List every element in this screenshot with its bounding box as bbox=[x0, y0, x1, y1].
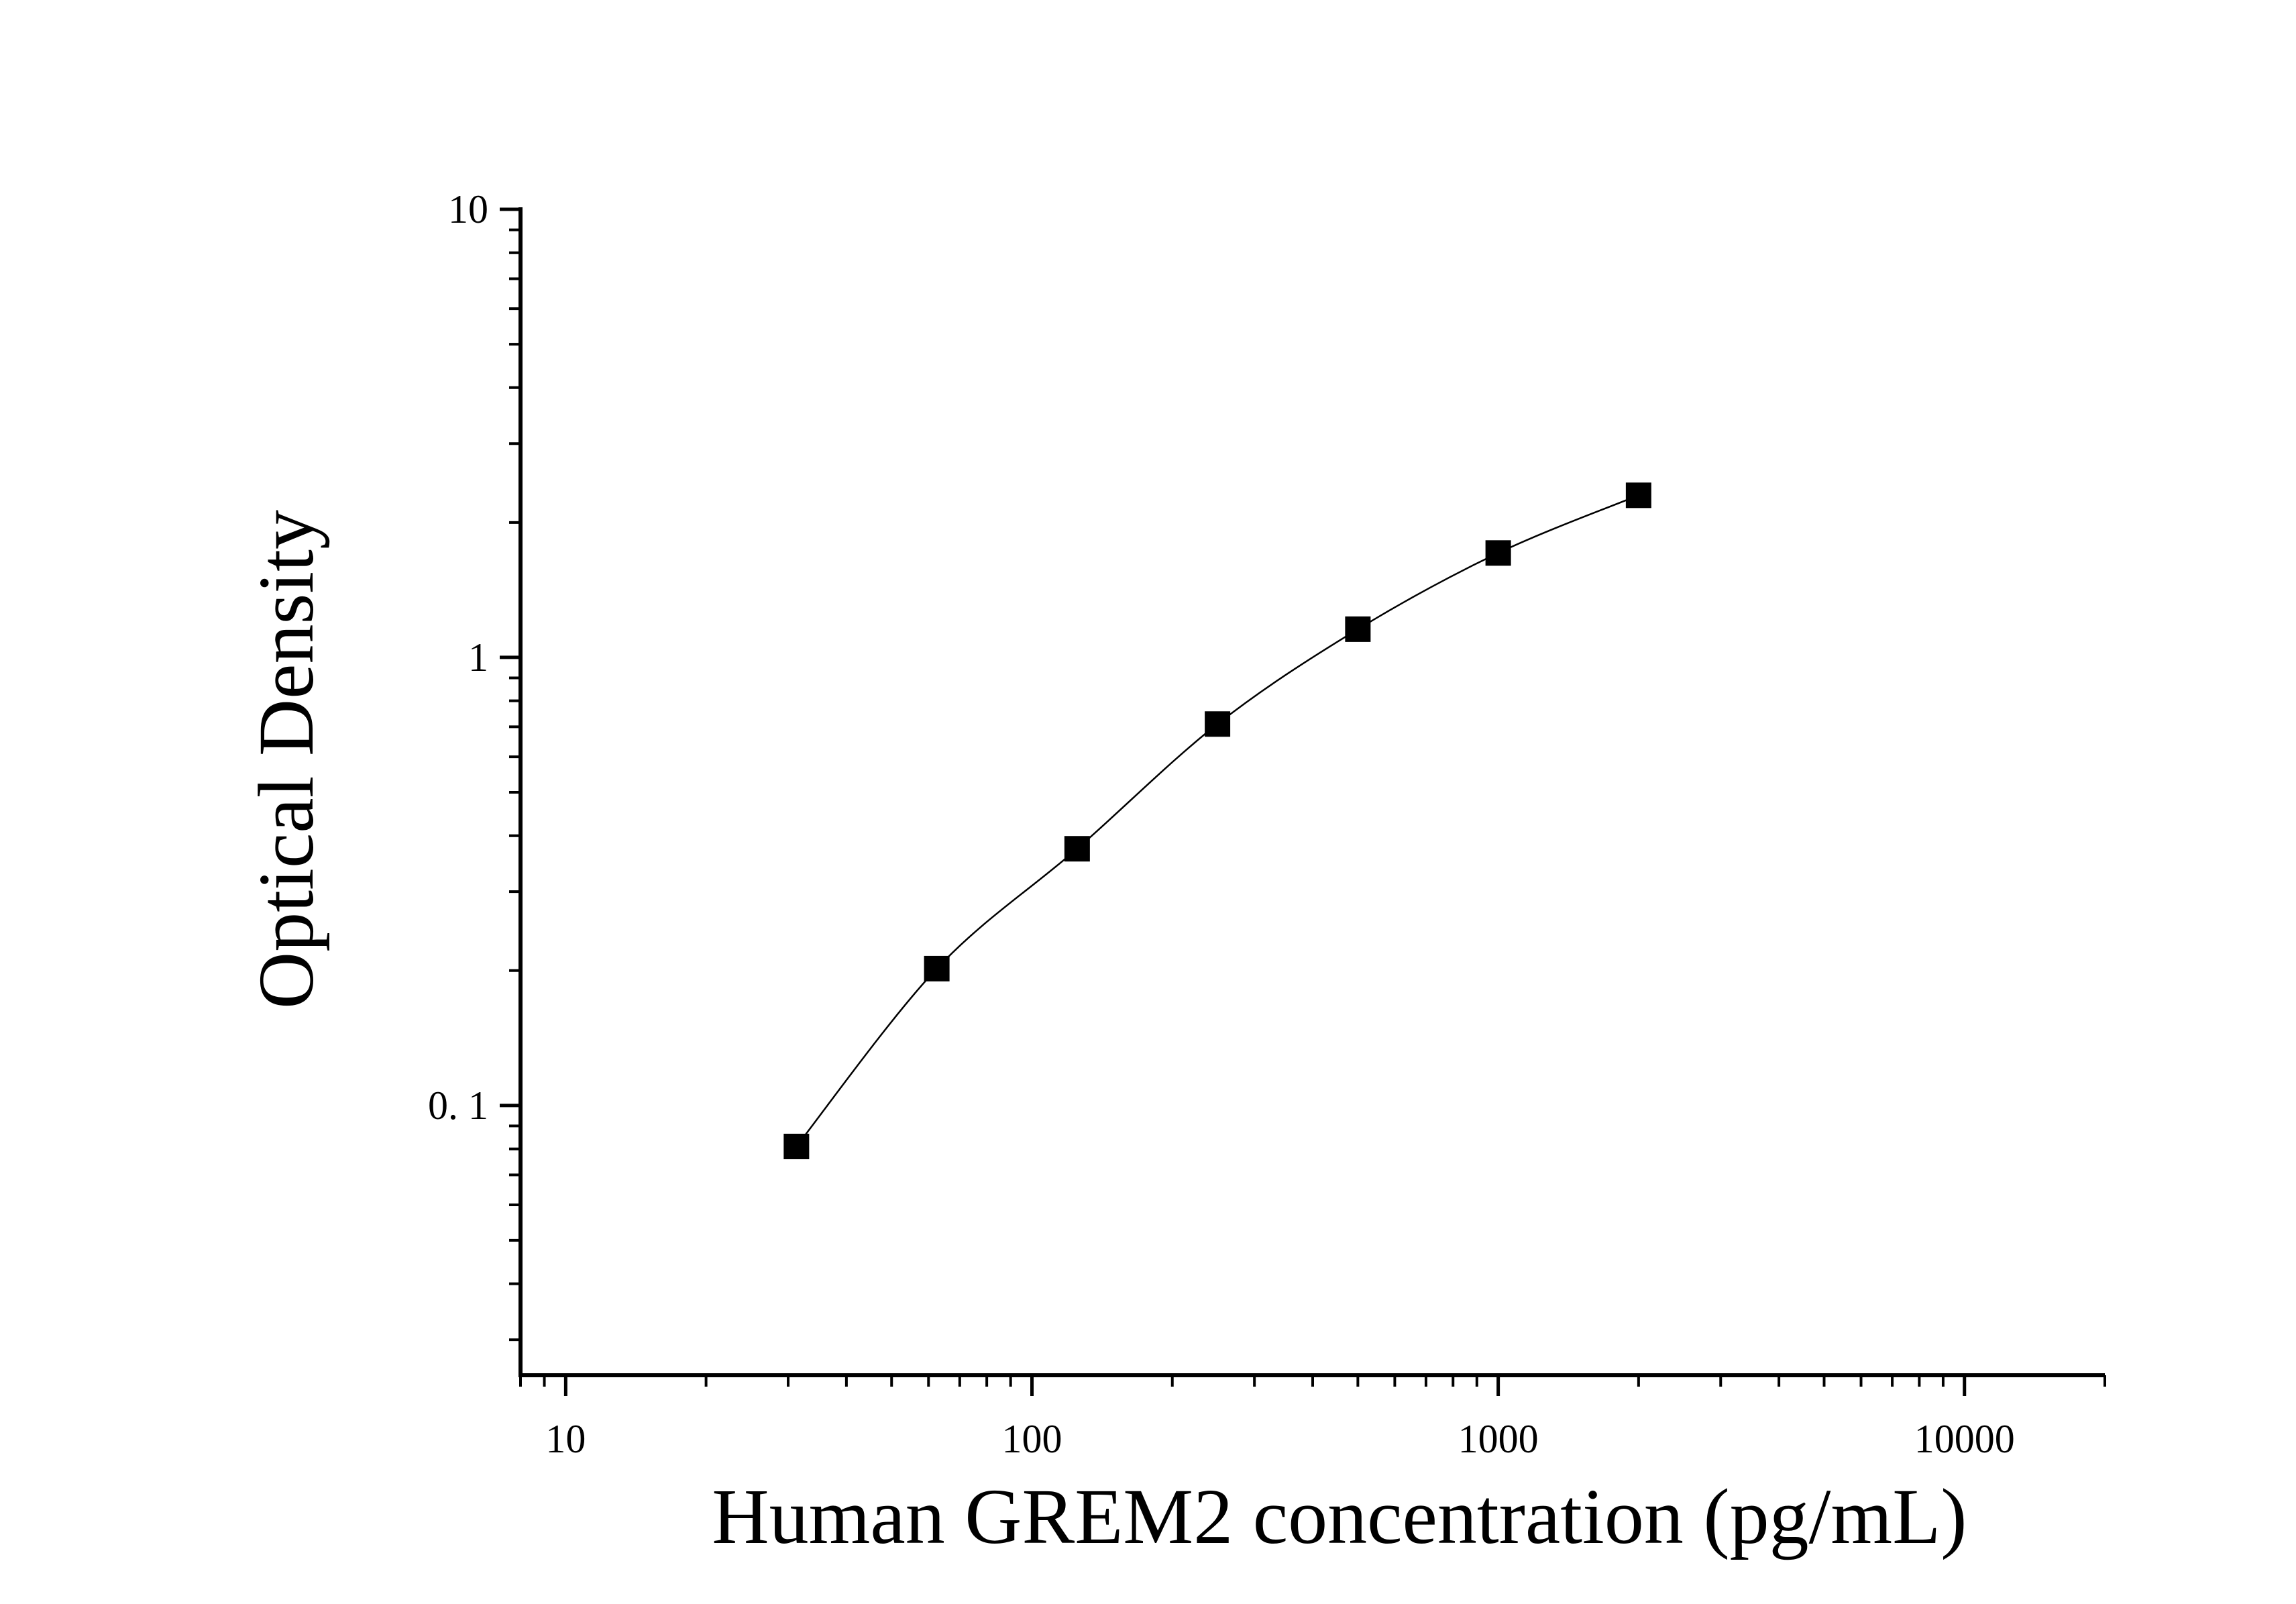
x-axis-title: Human GREM2 concentration (pg/mL) bbox=[712, 1473, 1967, 1560]
x-tick-label: 1000 bbox=[1458, 1417, 1539, 1461]
y-tick-label: 1 bbox=[468, 635, 488, 680]
data-point bbox=[1064, 836, 1090, 862]
data-point bbox=[1625, 482, 1651, 509]
x-tick-label: 10 bbox=[545, 1417, 586, 1461]
data-point bbox=[1205, 711, 1231, 737]
x-tick-label: 10000 bbox=[1914, 1417, 2015, 1461]
data-point bbox=[783, 1133, 810, 1159]
data-point bbox=[1345, 616, 1371, 642]
x-tick-label: 100 bbox=[1001, 1417, 1062, 1461]
data-point bbox=[1485, 540, 1511, 566]
y-tick-label: 10 bbox=[448, 187, 488, 231]
y-tick-label: 0. 1 bbox=[428, 1083, 488, 1128]
y-axis-title: Optical Density bbox=[242, 510, 330, 1009]
data-point bbox=[924, 955, 950, 981]
